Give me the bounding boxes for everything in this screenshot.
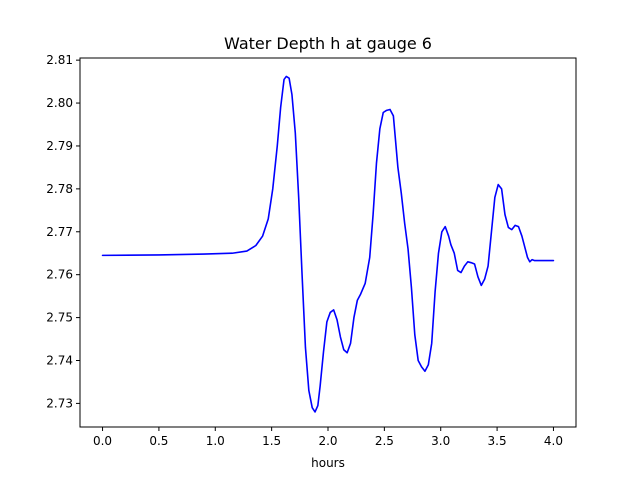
y-tick-label-7: 2.80: [46, 96, 73, 110]
y-tick-label-3: 2.76: [46, 268, 73, 282]
x-tick-label-6: 3.0: [431, 434, 450, 448]
plot-area: 0.0 0.5 1.0 1.5 2.0 2.5 3.0 3.5 4.0 2.73 2.74 2.75 2…: [46, 53, 577, 448]
x-tick-label-4: 2.0: [318, 434, 337, 448]
x-tick-label-0: 0.0: [93, 434, 112, 448]
y-tick-label-5: 2.78: [46, 182, 73, 196]
y-tick-label-8: 2.81: [46, 53, 73, 67]
x-tick-label-3: 1.5: [262, 434, 281, 448]
series-line-0: [101, 75, 555, 413]
y-tick-label-4: 2.77: [46, 225, 73, 239]
x-tick-label-1: 0.5: [149, 434, 168, 448]
x-tick-label-7: 3.5: [488, 434, 507, 448]
x-tick-label-5: 2.5: [375, 434, 394, 448]
x-axis-label: hours: [311, 456, 345, 470]
y-tick-label-1: 2.74: [46, 353, 73, 367]
y-tick-label-0: 2.73: [46, 396, 73, 410]
y-tick-label-6: 2.79: [46, 139, 73, 153]
chart-title: Water Depth h at gauge 6: [224, 34, 432, 53]
y-tick-label-2: 2.75: [46, 311, 73, 325]
x-tick-label-8: 4.0: [544, 434, 563, 448]
x-tick-label-2: 1.0: [206, 434, 225, 448]
